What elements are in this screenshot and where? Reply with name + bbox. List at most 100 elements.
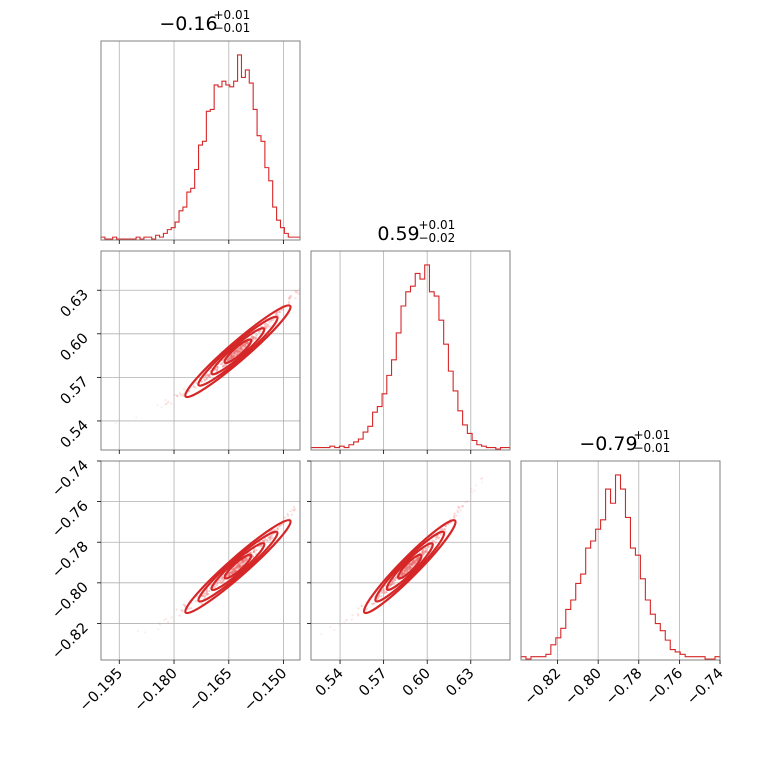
sample-point: [456, 511, 459, 514]
sample-point: [252, 335, 255, 339]
contour-level-2: [210, 327, 266, 376]
sample-point: [207, 374, 211, 378]
sample-point: [239, 350, 242, 353]
sample-point: [297, 292, 300, 296]
sample-point: [230, 571, 233, 574]
sample-point: [425, 549, 428, 552]
param-median-3: −0.79: [579, 433, 637, 455]
sample-point: [287, 302, 291, 305]
sample-point: [220, 577, 223, 580]
sample-point: [205, 590, 208, 594]
sample-point: [164, 403, 167, 406]
sample-point: [264, 538, 267, 541]
sample-point: [181, 609, 184, 612]
param-lower-1: −0.01: [214, 21, 251, 35]
sample-point: [422, 552, 425, 556]
sample-point: [254, 337, 257, 340]
sample-point: [215, 581, 219, 584]
sample-point: [435, 537, 438, 541]
sample-point: [296, 290, 299, 294]
sample-point: [204, 378, 207, 381]
sample-point: [262, 540, 265, 543]
sample-point: [293, 509, 296, 512]
sample-point: [390, 582, 393, 585]
sample-point: [165, 403, 168, 406]
contour-level-1: [223, 553, 253, 580]
sample-point: [188, 607, 191, 610]
y-tick-label: −0.76: [49, 498, 92, 541]
sample-point: [453, 516, 456, 519]
sample-point: [439, 528, 443, 531]
sample-point: [380, 590, 383, 593]
sample-point: [236, 564, 239, 567]
sample-point: [254, 336, 257, 339]
sample-point: [182, 388, 186, 391]
sample-point: [382, 589, 385, 592]
sample-point: [464, 501, 467, 504]
sample-point: [221, 576, 224, 579]
x-tick-label: 0.54: [313, 666, 347, 700]
sample-point: [245, 558, 249, 561]
x-tick-label: −0.180: [132, 666, 181, 715]
sample-point: [421, 552, 424, 555]
sample-point: [222, 579, 225, 582]
panel-frame-diag-1: [100, 40, 301, 241]
sample-point: [269, 537, 273, 540]
sample-point: [393, 582, 396, 585]
sample-point: [267, 536, 271, 540]
sample-point: [443, 527, 446, 531]
sample-point: [221, 365, 224, 368]
sample-point: [357, 607, 360, 610]
sample-point: [251, 556, 254, 559]
sample-point: [268, 535, 271, 538]
sample-point: [273, 528, 276, 531]
panel-2d-2-3: [320, 476, 484, 636]
sample-point: [373, 602, 376, 605]
sample-point: [421, 552, 424, 555]
sample-point: [383, 591, 386, 594]
sample-point: [425, 550, 428, 553]
tick-layer: [97, 240, 721, 664]
sample-point: [203, 595, 207, 598]
sample-point: [215, 365, 219, 369]
contour-level-2: [210, 542, 266, 592]
sample-point: [466, 500, 469, 503]
sample-point: [351, 614, 354, 617]
sample-point: [427, 545, 430, 549]
panel-frame-2d: [310, 460, 511, 661]
sample-point: [268, 325, 271, 328]
sample-point: [295, 290, 298, 293]
panel-2d-1-2: [114, 287, 300, 425]
y-tick-label: 0.63: [58, 287, 92, 321]
sample-point: [135, 416, 138, 419]
x-tick-label: −0.150: [241, 666, 290, 715]
y-tick-label: 0.54: [58, 417, 92, 451]
sample-point: [244, 343, 247, 346]
sample-point: [345, 619, 348, 622]
sample-point: [394, 577, 397, 580]
sample-point: [289, 294, 293, 298]
sample-point: [180, 609, 183, 612]
sample-point: [421, 551, 424, 554]
sample-point: [372, 602, 375, 606]
sample-point: [394, 578, 397, 582]
sample-point: [205, 589, 208, 592]
sample-point: [370, 602, 374, 606]
sample-point: [302, 500, 304, 502]
sample-point: [291, 508, 295, 511]
x-tick-label: −0.76: [643, 666, 686, 709]
sample-point: [267, 323, 270, 326]
sample-point: [424, 550, 427, 553]
panel-frame-2d: [100, 250, 301, 451]
sample-point: [216, 366, 219, 369]
sample-point: [382, 591, 385, 594]
sample-point: [421, 549, 425, 552]
sample-point: [203, 379, 206, 382]
sample-point: [251, 336, 254, 339]
sample-point: [240, 347, 243, 350]
sample-point: [380, 595, 383, 598]
sample-point: [413, 560, 416, 563]
sample-point: [424, 551, 428, 554]
sample-point: [205, 373, 208, 376]
